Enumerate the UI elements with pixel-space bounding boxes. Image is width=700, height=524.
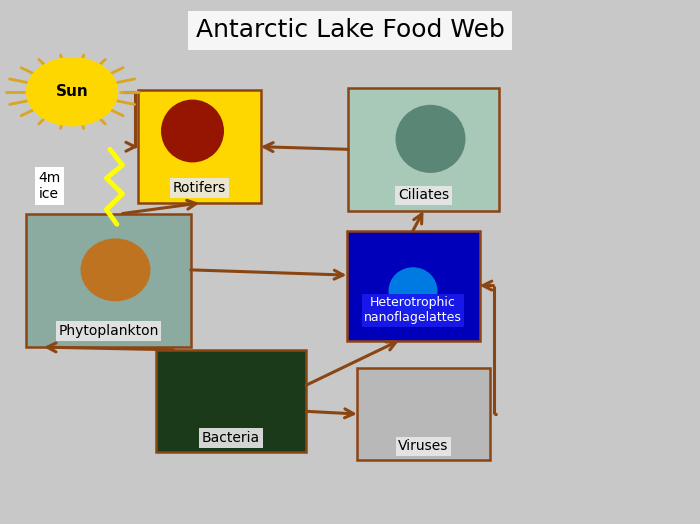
Ellipse shape — [80, 238, 150, 301]
Text: Bacteria: Bacteria — [202, 431, 260, 445]
Ellipse shape — [161, 100, 224, 162]
FancyBboxPatch shape — [156, 350, 307, 452]
Ellipse shape — [389, 267, 438, 314]
FancyBboxPatch shape — [357, 368, 490, 460]
Ellipse shape — [395, 105, 466, 173]
Text: Phytoplankton: Phytoplankton — [58, 324, 159, 338]
Text: Heterotrophic
nanoflagelattes: Heterotrophic nanoflagelattes — [364, 296, 462, 324]
Circle shape — [27, 58, 118, 126]
Text: Ciliates: Ciliates — [398, 188, 449, 202]
Text: 4m
ice: 4m ice — [38, 171, 61, 201]
FancyBboxPatch shape — [349, 88, 498, 211]
FancyBboxPatch shape — [27, 214, 190, 347]
Text: Rotifers: Rotifers — [173, 181, 226, 195]
Text: Sun: Sun — [56, 84, 88, 99]
Text: Viruses: Viruses — [398, 440, 449, 453]
FancyBboxPatch shape — [346, 231, 480, 341]
FancyBboxPatch shape — [139, 91, 260, 203]
Text: Antarctic Lake Food Web: Antarctic Lake Food Web — [195, 18, 505, 42]
